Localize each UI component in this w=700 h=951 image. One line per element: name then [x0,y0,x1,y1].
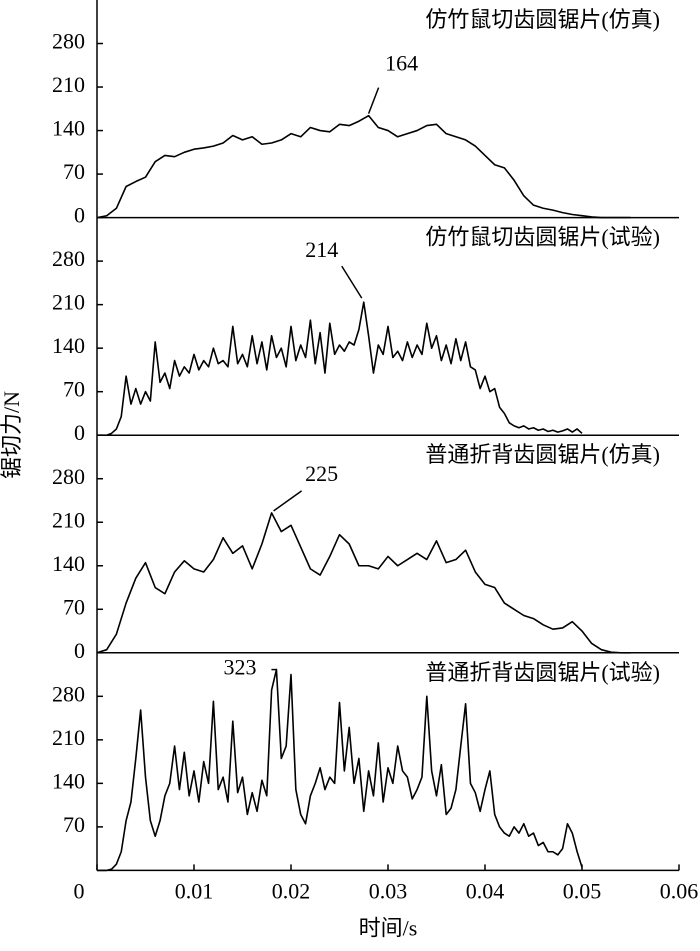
y-tick-label: 70 [63,377,85,402]
y-tick-label: 70 [63,159,85,184]
y-tick-label: 140 [52,333,85,358]
panel-title: 仿竹鼠切齿圆锯片(仿真) [425,7,660,32]
y-tick-label: 70 [63,594,85,619]
panel-title: 普通折背齿圆锯片(仿真) [425,442,660,467]
line-series [96,512,631,654]
line-series [97,301,583,436]
x-tick-label: 0.01 [175,878,214,903]
y-tick-label: 280 [52,29,85,54]
y-tick-label: 280 [52,246,85,271]
x-axis-label: 时间/s [359,915,418,940]
x-tick-label: 0.03 [369,878,408,903]
annotation-label: 214 [305,237,338,262]
annotation-leader [367,87,380,114]
annotation-label: 323 [223,655,256,680]
y-tick-label: 210 [52,290,85,315]
y-tick-label: 280 [52,681,85,706]
x-tick-label: 0.05 [563,878,602,903]
x-tick-label: 0.04 [466,878,505,903]
y-tick-label: 210 [52,725,85,750]
annotation-label: 164 [385,51,418,76]
y-axis-label: 锯切力/N [0,391,24,479]
annotation-leader [273,490,303,512]
x-tick-label: 0.02 [272,878,311,903]
y-tick-label: 70 [63,812,85,837]
y-tick-label: 140 [52,551,85,576]
y-tick-label: 0 [74,638,85,663]
y-tick-label: 140 [52,116,85,141]
y-tick-label: 0 [74,203,85,228]
y-tick-label: 0 [74,420,85,445]
line-series [97,668,583,872]
x-tick-label: 0.06 [660,878,699,903]
panel-title: 仿竹鼠切齿圆锯片(试验) [425,225,660,250]
x-tick-label: 0 [74,878,85,903]
annotation-label: 225 [305,461,338,486]
y-tick-label: 210 [52,72,85,97]
panel-title: 普通折背齿圆锯片(试验) [425,660,660,685]
annotation-leader [341,265,363,299]
y-tick-label: 210 [52,507,85,532]
line-series [96,114,631,219]
y-tick-label: 280 [52,464,85,489]
y-tick-label: 140 [52,768,85,793]
